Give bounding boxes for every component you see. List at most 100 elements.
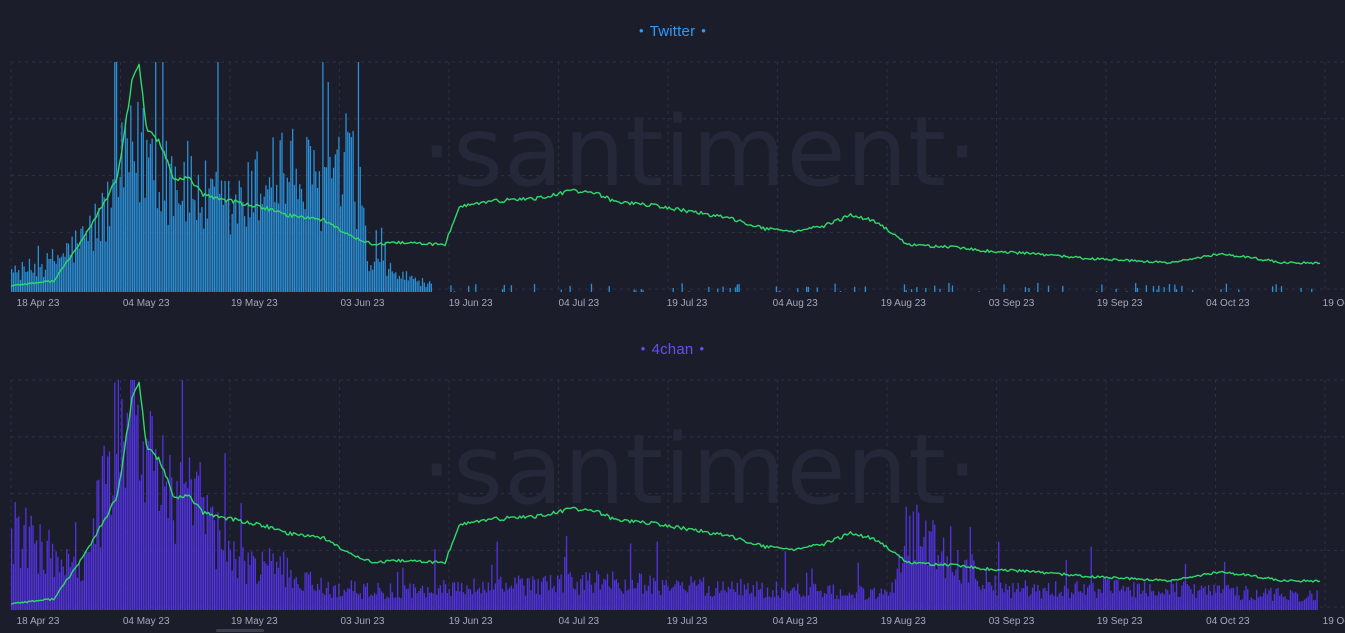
twitter-chart-title[interactable]: • Twitter • [0,23,1345,40]
bar [1031,587,1034,610]
bar [926,565,929,610]
price-line [10,381,1321,605]
bar [1115,288,1117,292]
bar [1008,586,1011,610]
bar [640,573,642,610]
bar [740,578,742,610]
bar [571,576,573,610]
bar [903,284,906,292]
bar [475,284,477,292]
bar [658,590,660,610]
bar [864,286,866,292]
bar [363,207,365,292]
bar [523,585,525,610]
bar [48,529,50,610]
bar [718,592,721,610]
bar [535,593,537,610]
bar [1195,598,1197,610]
bar [16,272,18,292]
bar [316,187,319,292]
bar [761,582,763,610]
bar [980,589,982,610]
bar [569,572,571,610]
bar [1135,283,1137,292]
bar [905,506,907,610]
bar [75,522,77,610]
bar [672,287,674,292]
bar [813,583,815,610]
bar [790,590,792,610]
bar [423,282,425,292]
bar [745,589,747,610]
bar [983,588,986,610]
bar [407,588,409,610]
bar [1151,591,1153,610]
bar [444,584,447,610]
bar [197,475,200,610]
bar [412,278,415,292]
bar [23,266,25,292]
bar [83,551,86,610]
bar [829,585,831,610]
bar [213,520,216,610]
bar [457,582,459,610]
bar [948,566,950,610]
bar [759,588,762,610]
bar [240,187,242,292]
bar [496,541,498,610]
bar [864,599,866,610]
x-tick-label: 04 Oct 23 [1206,616,1250,627]
bar [181,200,184,292]
bar [78,562,80,610]
bar [557,575,559,610]
bar [391,271,393,292]
bar [190,156,192,292]
twitter-legend-dot-right: • [701,23,707,38]
bar [195,471,198,610]
bar [628,589,630,610]
bar [123,441,125,610]
bar [220,549,223,610]
bar [802,595,804,610]
bar [192,525,194,610]
scroll-indicator[interactable] [216,629,264,632]
bar [633,289,635,292]
bar [400,597,402,610]
bar [1167,590,1169,610]
bar [51,543,54,610]
bar [843,595,845,610]
bar [395,597,397,610]
bar [1037,585,1039,610]
bar [379,587,381,610]
bar [377,583,379,610]
bar [1060,591,1062,610]
bar [1179,596,1181,610]
bar [114,62,116,292]
bar [421,278,424,292]
bar [951,285,954,292]
bar [537,578,539,610]
bar [211,179,214,292]
bar [238,180,240,292]
fourchan-chart-svg[interactable]: ·santiment· 18 Apr 23 04 May 23 19 May 23 03… [0,318,1345,633]
bar [211,506,214,610]
bar [1193,584,1196,610]
bar [763,598,765,610]
bar [944,578,947,610]
bar [450,596,452,610]
bar [420,285,422,292]
bar [284,587,287,610]
bar [599,589,601,610]
bar [738,594,740,610]
twitter-chart-svg[interactable]: ·santiment· 18 Apr 23 04 May 23 19 May 23 03… [0,0,1345,318]
bar [676,580,678,610]
bar [395,272,397,292]
bar [222,550,224,610]
bar [1024,287,1027,292]
bar [11,528,13,610]
bar [541,581,543,610]
fourchan-chart-title[interactable]: • 4chan • [0,341,1345,358]
bar [754,596,756,610]
bar [162,435,164,610]
x-tick-label: 03 Sep 23 [989,616,1035,627]
